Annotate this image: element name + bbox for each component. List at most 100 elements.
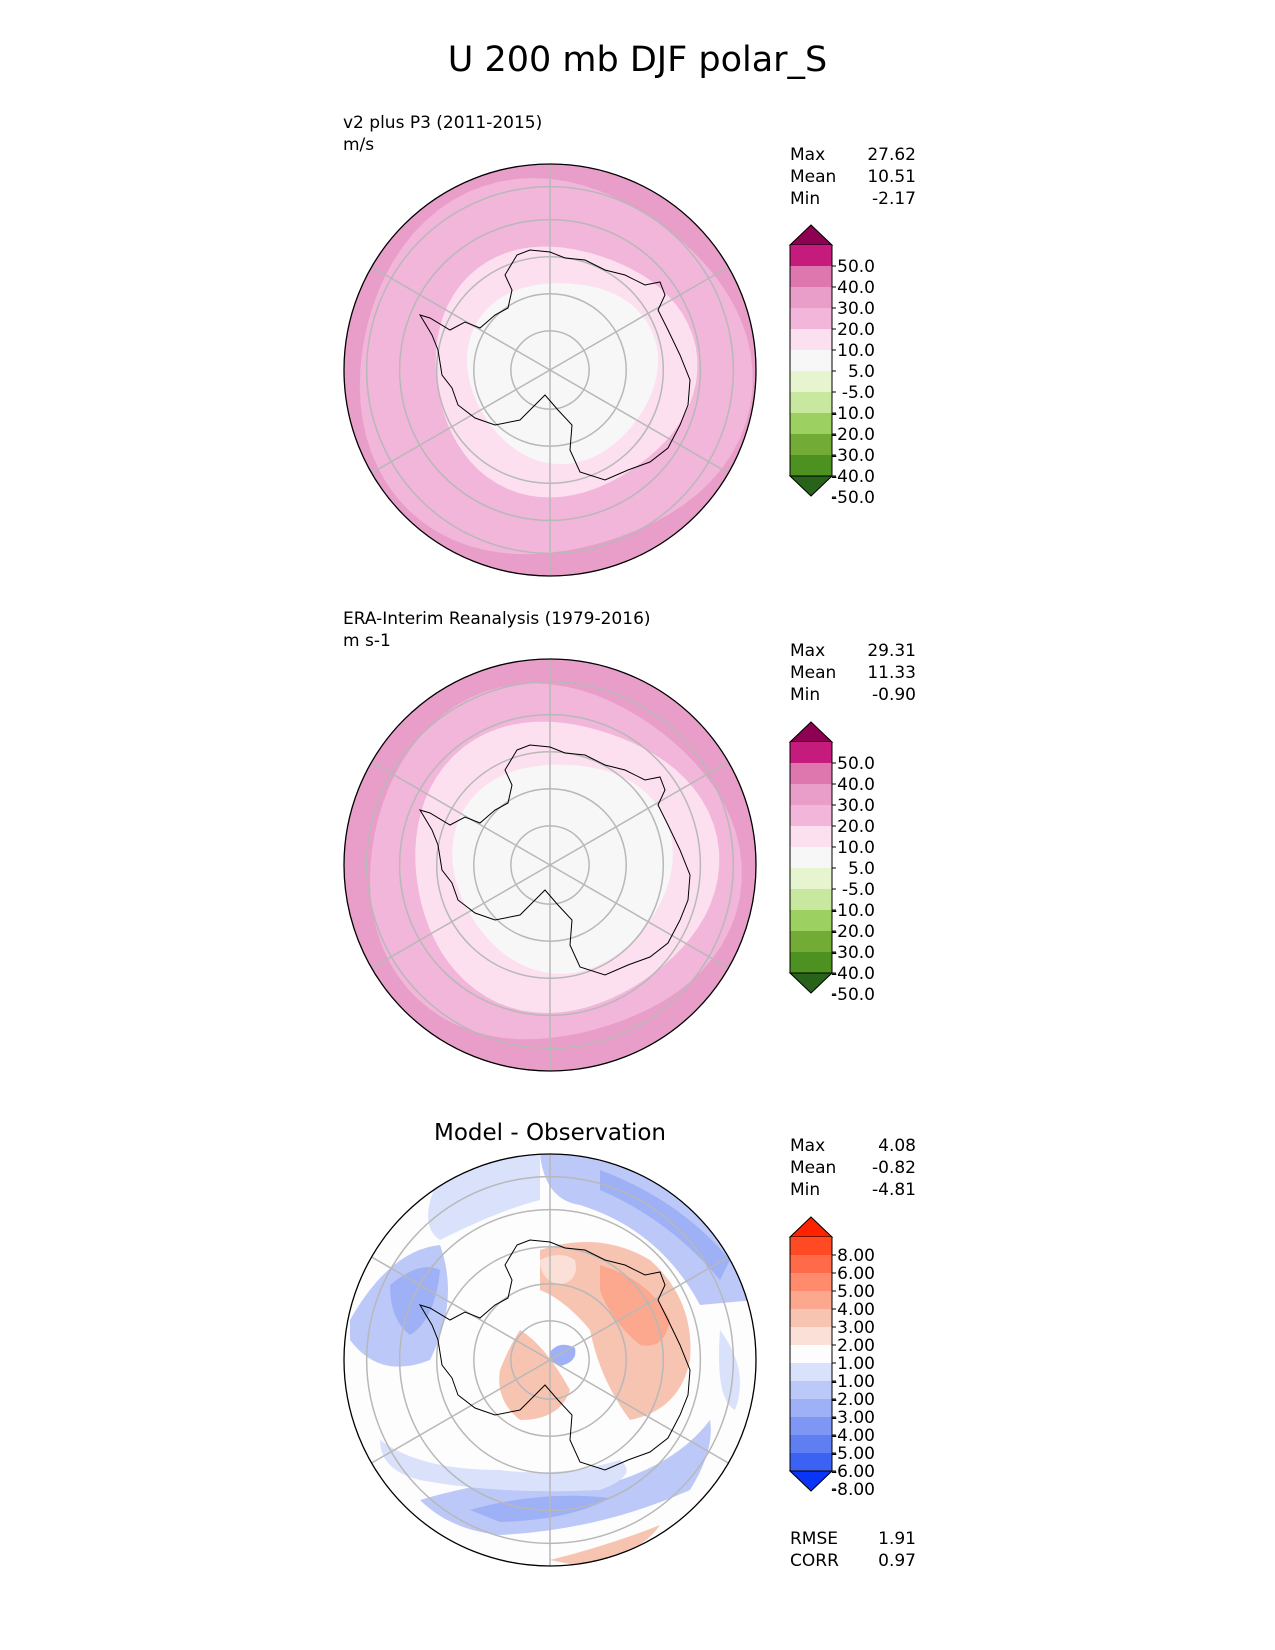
- test-colorbar-segment: [790, 245, 832, 266]
- test-map-boundary: [343, 163, 757, 577]
- test-colorbar-tick-label: 5.0: [848, 362, 875, 382]
- diff-colorbar-segment: [790, 1237, 832, 1255]
- diff-min-value: -4.81: [872, 1180, 916, 1200]
- test-mean-value: 10.51: [867, 167, 916, 187]
- ref-colorbar-tick-label: -20.0: [831, 922, 875, 942]
- rmse-value: 1.91: [878, 1529, 916, 1549]
- diff-negative-region: [540, 1154, 755, 1305]
- diff-colorbar-segment: [790, 1453, 832, 1471]
- test-colorbar-segment: [790, 371, 832, 392]
- diff-colorbar-tick-label: 8.00: [837, 1246, 875, 1266]
- ref-dataset-name: ERA-Interim Reanalysis (1979-2016): [343, 609, 651, 629]
- test-units: m/s: [343, 135, 375, 155]
- ref-colorbar-segment: [790, 742, 832, 763]
- ref-colorbar-tick-label: -10.0: [831, 901, 875, 921]
- test-max-label: Max: [790, 145, 826, 165]
- diff-meridian-line: [371, 1359, 551, 1464]
- diff-negative-region: [470, 1495, 610, 1522]
- diff-colorbar-segment: [790, 1381, 832, 1399]
- ref-colorbar-max-extend: [788, 721, 834, 743]
- test-colorbar-tick-label: 50.0: [837, 257, 875, 277]
- ref-colorbar-segment: [790, 910, 832, 931]
- rmse-label: RMSE: [790, 1529, 839, 1549]
- ref-meridian-line: [549, 761, 729, 866]
- diff-colorbar-tick-label: 3.00: [837, 1318, 875, 1338]
- ref-colorbar-tick-label: -30.0: [831, 943, 875, 963]
- test-antarctica-coastline: [418, 249, 691, 481]
- diff-colorbar-tick-label: 4.00: [837, 1300, 875, 1320]
- diff-colorbar-segment: [790, 1273, 832, 1291]
- test-colorbar-segment: [790, 392, 832, 413]
- diff-min-label: Min: [790, 1180, 821, 1200]
- test-colorbar-segment: [790, 434, 832, 455]
- diff-negative-region: [390, 1267, 440, 1335]
- ref-min-label: Min: [790, 685, 821, 705]
- diff-antarctica-coastline: [418, 1239, 691, 1471]
- diff-meridian-line: [549, 1359, 729, 1464]
- test-colorbar-tick-label: -30.0: [831, 446, 875, 466]
- ref-antarctica-coastline: [418, 744, 691, 976]
- ref-colorbar-tick-label: 5.0: [848, 859, 875, 879]
- test-stats: Max 27.62 Mean 10.51 Min -2.17: [790, 144, 916, 210]
- test-colorbar-tick-label: -10.0: [831, 404, 875, 424]
- ref-panel-caption: ERA-Interim Reanalysis (1979-2016) m s-1: [343, 608, 651, 652]
- diff-colorbar-tick-label: -6.00: [831, 1462, 875, 1482]
- ref-colorbar-tick-label: 50.0: [837, 754, 875, 774]
- ref-colorbar-min-extend: [788, 972, 834, 994]
- corr-label: CORR: [790, 1551, 839, 1571]
- test-meridian-line: [371, 266, 551, 371]
- test-dataset-name: v2 plus P3 (2011-2015): [343, 113, 543, 133]
- diff-colorbar-segment: [790, 1399, 832, 1417]
- ref-colorbar-tick-label: -40.0: [831, 964, 875, 984]
- diff-colorbar-segment: [790, 1345, 832, 1363]
- diff-mean-value: -0.82: [872, 1158, 916, 1178]
- diff-positive-region: [550, 1525, 660, 1566]
- corr-value: 0.97: [878, 1551, 916, 1571]
- test-min-value: -2.17: [872, 189, 916, 209]
- test-max-value: 27.62: [867, 145, 916, 165]
- diff-colorbar-segment: [790, 1327, 832, 1345]
- diff-max-value: 4.08: [878, 1136, 916, 1156]
- test-colorbar-segment: [790, 308, 832, 329]
- diff-colorbar-tick-label: -2.00: [831, 1390, 875, 1410]
- diff-colorbar-segment: [790, 1363, 832, 1381]
- diff-colorbar-tick-label: 2.00: [837, 1336, 875, 1356]
- test-colorbar-tick-label: -20.0: [831, 425, 875, 445]
- diff-negative-region: [719, 1330, 740, 1410]
- test-colorbar-min-extend: [788, 475, 834, 497]
- diff-colorbar-tick-label: -3.00: [831, 1408, 875, 1428]
- diff-positive-region: [600, 1265, 670, 1346]
- ref-colorbar-tick-label: -5.0: [842, 880, 875, 900]
- ref-min-value: -0.90: [872, 685, 916, 705]
- ref-meridian-line: [371, 864, 551, 969]
- ref-colorbar-segment: [790, 889, 832, 910]
- test-colorbar-tick-label: 40.0: [837, 278, 875, 298]
- ref-max-value: 29.31: [867, 641, 916, 661]
- ref-colorbar-segment: [790, 952, 832, 973]
- ref-contour-5: [452, 764, 673, 974]
- diff-negative-region: [600, 1170, 730, 1280]
- ref-colorbar-segment: [790, 847, 832, 868]
- test-colorbar-segment: [790, 287, 832, 308]
- ref-units: m s-1: [343, 631, 391, 651]
- test-map-gridlines: [365, 164, 735, 576]
- ref-mean-label: Mean: [790, 663, 837, 683]
- ref-colorbar-tick-label: 40.0: [837, 775, 875, 795]
- diff-map-gridlines: [365, 1154, 735, 1566]
- test-colorbar-tick-label: 20.0: [837, 320, 875, 340]
- diff-colorbar-segment: [790, 1417, 832, 1435]
- test-colorbar-segment: [790, 266, 832, 287]
- diff-positive-region: [540, 1242, 691, 1420]
- test-colorbar-tick-label: -40.0: [831, 467, 875, 487]
- test-colorbar: 50.040.030.020.010.05.0-5.0-10.0-20.0-30…: [788, 224, 875, 508]
- ref-colorbar-segment: [790, 826, 832, 847]
- diff-positive-region: [540, 1255, 576, 1285]
- diff-max-label: Max: [790, 1136, 826, 1156]
- diff-colorbar-tick-label: -8.00: [831, 1480, 875, 1500]
- ref-colorbar-tick-label: 20.0: [837, 817, 875, 837]
- test-meridian-line: [549, 266, 729, 371]
- test-contour-5: [467, 283, 658, 465]
- diff-colorbar-tick-label: 6.00: [837, 1264, 875, 1284]
- diff-panel-title: Model - Observation: [433, 1120, 667, 1146]
